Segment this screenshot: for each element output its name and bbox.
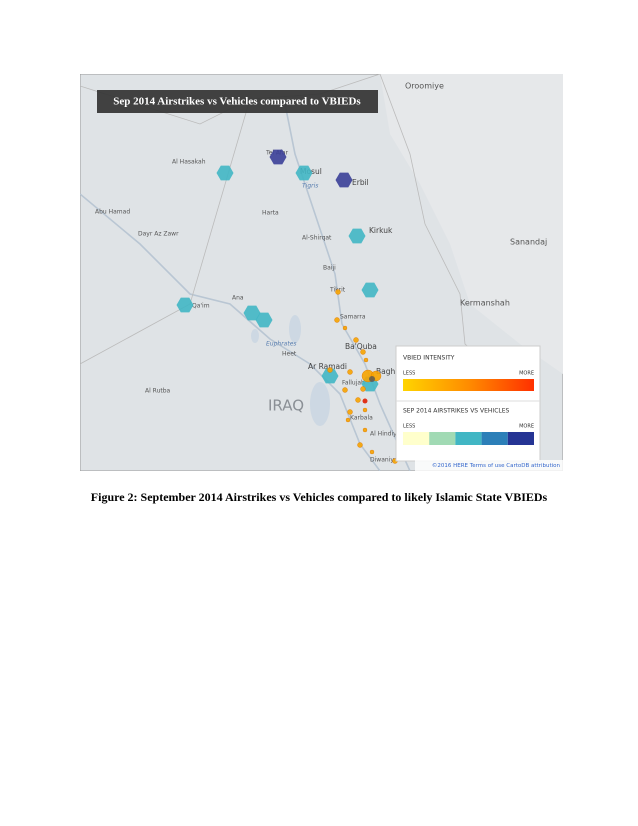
legend-title: VBIED INTENSITY xyxy=(403,355,455,362)
vbied-dot xyxy=(342,387,348,393)
place-label: Al-Shirqat xyxy=(302,235,332,242)
terrain xyxy=(380,74,563,374)
place-label: Kirkuk xyxy=(369,226,393,235)
vbied-dot xyxy=(353,337,359,343)
vbied-dot xyxy=(363,357,369,363)
map-title-box xyxy=(97,90,378,113)
attribution-box xyxy=(415,460,563,471)
place-label: Euphrates xyxy=(266,341,297,348)
hexagon xyxy=(335,172,353,188)
place-label: Ana xyxy=(232,295,244,302)
place-label: Harta xyxy=(262,210,279,217)
hexagon xyxy=(348,228,366,244)
vbied-dot xyxy=(335,289,341,295)
vbied-dot xyxy=(342,325,348,331)
place-label: Samarra xyxy=(340,314,366,321)
vbied-dot xyxy=(360,386,366,392)
rivers xyxy=(80,103,411,471)
vbied-dot xyxy=(362,398,368,404)
vbied-dot xyxy=(362,407,368,413)
hexagon xyxy=(361,282,379,298)
hexagon xyxy=(255,312,273,328)
legend-low: LESS xyxy=(403,424,415,430)
place-label: Al Hindiya xyxy=(370,431,401,438)
hexagon xyxy=(243,305,261,321)
vbied-dot xyxy=(369,376,375,382)
place-label: Karbala xyxy=(350,415,373,422)
vbied-dot xyxy=(347,369,353,375)
vbied-dot xyxy=(355,397,361,403)
place-label: Al Hasakah xyxy=(172,159,206,166)
place-label: Baghdad xyxy=(376,367,410,376)
legend: VBIED INTENSITY LESS MORE SEP 2014 AIRST… xyxy=(395,345,541,462)
place-label: Ba'Quba xyxy=(345,342,377,351)
hexagon xyxy=(321,368,339,384)
caption: Figure 2: September 2014 Airstrikes vs V… xyxy=(90,490,548,504)
place-label: Abu Hamad xyxy=(95,209,130,216)
place-label: Fallujah xyxy=(342,380,365,387)
hexagon xyxy=(176,297,194,313)
map: Sep 2014 Airstrikes vs Vehicles compared… xyxy=(80,74,563,471)
place-label: Diwaniya xyxy=(370,457,398,464)
vbied-dot xyxy=(334,317,340,323)
swatches xyxy=(403,432,534,445)
vbied-dot xyxy=(362,427,368,433)
gradient-bar xyxy=(403,379,534,391)
attribution: ©2016 HERE Terms of use CartoDB attribut… xyxy=(432,462,561,469)
vbied-dot xyxy=(357,442,363,448)
legend-high: MORE xyxy=(519,424,534,430)
place-label: Qa'im xyxy=(192,303,210,310)
place-label: Kermanshah xyxy=(460,299,510,308)
vbied-dot xyxy=(345,417,351,423)
place-label: Heet xyxy=(282,351,297,358)
legend-low: LESS xyxy=(403,371,415,377)
place-label: Ar Ramadi xyxy=(308,362,347,371)
place-label: Sanandaj xyxy=(510,238,547,247)
place-label: Dayr Az Zawr xyxy=(138,231,179,238)
legend-high: MORE xyxy=(519,371,534,377)
legend-title: SEP 2014 AIRSTRIKES VS VEHICLES xyxy=(403,408,510,415)
country-label: IRAQ xyxy=(268,397,304,415)
vbied-dot xyxy=(369,449,375,455)
markers xyxy=(176,149,398,464)
vbied-dot xyxy=(347,409,353,415)
hexagon xyxy=(295,165,313,181)
lakes xyxy=(251,315,330,426)
hexagon xyxy=(269,149,287,165)
vbied-dot xyxy=(327,367,333,373)
hexagon xyxy=(216,165,234,181)
place-label: Tigris xyxy=(302,183,318,190)
map-title: Sep 2014 Airstrikes vs Vehicles compared… xyxy=(113,96,361,108)
place-label: Al Rutba xyxy=(145,388,171,395)
place-label: Oroomiye xyxy=(405,82,444,91)
vbied-dot xyxy=(360,349,366,355)
place-label: Erbil xyxy=(352,178,369,187)
place-label: Baiji xyxy=(323,265,336,272)
